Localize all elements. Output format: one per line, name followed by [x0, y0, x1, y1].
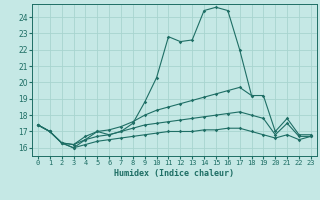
- X-axis label: Humidex (Indice chaleur): Humidex (Indice chaleur): [115, 169, 234, 178]
